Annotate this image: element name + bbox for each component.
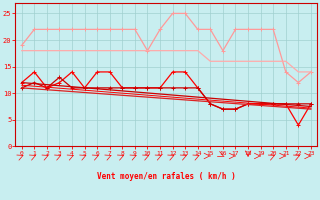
X-axis label: Vent moyen/en rafales ( km/h ): Vent moyen/en rafales ( km/h ) — [97, 172, 236, 181]
